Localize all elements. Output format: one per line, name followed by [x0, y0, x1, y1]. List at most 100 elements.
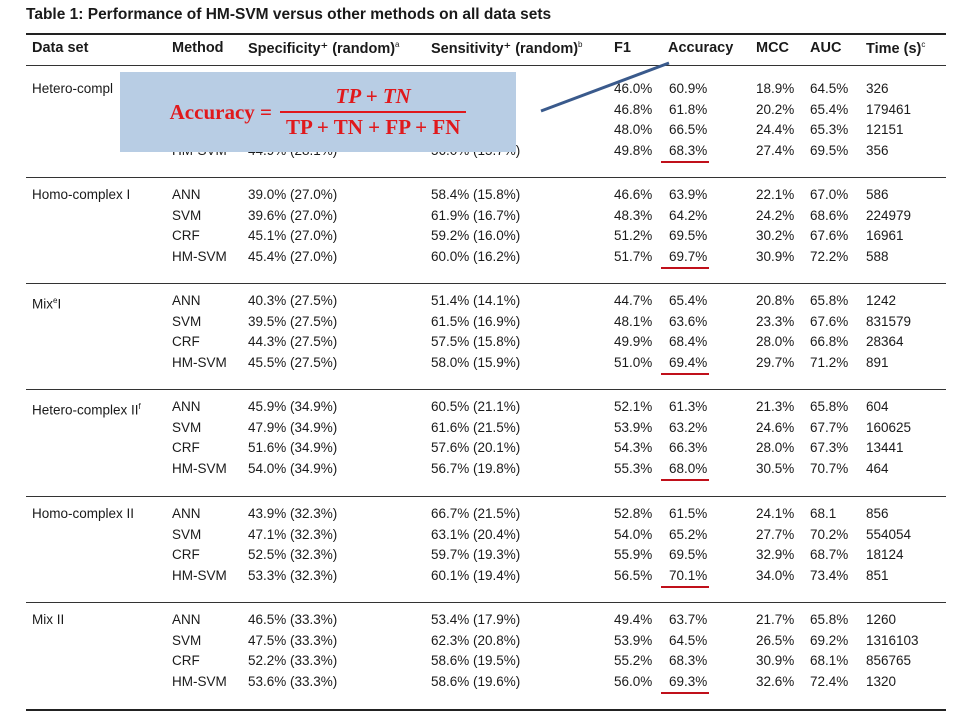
cell-specificity: 43.9% (32.3%)	[248, 506, 338, 521]
cell-accuracy: 64.2%	[669, 207, 708, 223]
cell-time: 13441	[866, 440, 904, 455]
cell-method: ANN	[172, 187, 201, 202]
cell-time: 831579	[866, 313, 912, 329]
cell-accuracy: 68.0%	[669, 460, 708, 476]
cell-accuracy: 61.3%	[669, 399, 708, 414]
dataset-name: Homo-complex I	[32, 186, 130, 203]
dataset-name-text: Homo-complex II	[32, 506, 135, 521]
cell-accuracy: 60.9%	[669, 81, 708, 96]
cell-sensitivity: 59.2% (16.0%)	[431, 228, 521, 243]
cell-time: 1260	[866, 612, 897, 627]
cell-mcc: 20.8%	[756, 293, 795, 308]
dataset-name-tail: I	[57, 296, 62, 312]
dataset-name: Hetero-compl	[32, 80, 113, 97]
cell-method: CRF	[172, 334, 200, 349]
cell-sensitivity: 57.5% (15.8%)	[431, 334, 521, 349]
cell-auc: 70.7%	[810, 460, 849, 476]
cell-auc: 67.0%	[810, 187, 849, 202]
dataset-name-sup: f	[138, 402, 141, 411]
bottom-rule	[26, 709, 946, 711]
cell-mcc: 27.4%	[756, 142, 795, 158]
cell-f1: 53.9%	[614, 419, 653, 435]
cell-specificity: 40.3% (27.5%)	[248, 293, 338, 308]
cell-f1: 49.9%	[614, 334, 653, 349]
cell-f1: 53.9%	[614, 632, 653, 648]
cell-time: 18124	[866, 547, 904, 562]
cell-sensitivity: 51.4% (14.1%)	[431, 293, 521, 308]
dataset-name-text: Hetero-complex II	[32, 402, 139, 418]
cell-sensitivity: 61.5% (16.9%)	[431, 313, 521, 329]
dataset-name-text: Mix	[32, 296, 53, 312]
cell-f1: 55.9%	[614, 547, 653, 562]
cell-time: 586	[866, 187, 889, 202]
cell-specificity: 39.5% (27.5%)	[248, 313, 338, 329]
table-title: Table 1: Performance of HM-SVM versus ot…	[26, 6, 552, 23]
accuracy-highlight-underline	[661, 266, 709, 269]
cell-accuracy: 63.7%	[669, 612, 708, 627]
accuracy-highlight-underline	[661, 372, 709, 375]
cell-mcc: 30.2%	[756, 228, 795, 243]
cell-auc: 68.1%	[810, 653, 849, 668]
cell-time: 326	[866, 81, 889, 96]
cell-method: HM-SVM	[172, 673, 227, 689]
header-sensitivity-text: Sensitivity⁺ (random)	[431, 40, 579, 57]
cell-time: 160625	[866, 419, 912, 435]
cell-accuracy: 64.5%	[669, 632, 708, 648]
cell-specificity: 39.6% (27.0%)	[248, 207, 338, 223]
cell-accuracy: 66.5%	[669, 122, 708, 137]
cell-method: HM-SVM	[172, 460, 227, 476]
cell-method: HM-SVM	[172, 567, 227, 583]
cell-method: ANN	[172, 612, 201, 627]
cell-time: 891	[866, 354, 889, 370]
cell-specificity: 52.5% (32.3%)	[248, 547, 338, 562]
header-method: Method	[172, 40, 224, 56]
cell-auc: 67.6%	[810, 228, 849, 243]
cell-auc: 65.8%	[810, 293, 849, 308]
cell-specificity: 51.6% (34.9%)	[248, 440, 338, 455]
cell-mcc: 27.7%	[756, 526, 795, 542]
cell-sensitivity: 60.0% (16.2%)	[431, 248, 521, 264]
group-separator	[26, 602, 946, 603]
accuracy-highlight-underline	[661, 478, 709, 481]
group-separator	[26, 389, 946, 390]
formula-denominator: TP + TN + FP + FN	[280, 111, 467, 140]
cell-method: ANN	[172, 399, 201, 414]
header-accuracy: Accuracy	[668, 40, 734, 56]
cell-auc: 69.5%	[810, 142, 849, 158]
cell-sensitivity: 66.7% (21.5%)	[431, 506, 521, 521]
cell-f1: 56.0%	[614, 673, 653, 689]
header-mcc: MCC	[756, 40, 790, 56]
dataset-name: Mix II	[32, 611, 64, 628]
cell-sensitivity: 60.5% (21.1%)	[431, 399, 521, 414]
cell-f1: 51.7%	[614, 248, 653, 264]
header-f1: F1	[614, 40, 631, 56]
cell-mcc: 28.0%	[756, 334, 795, 349]
cell-accuracy: 69.7%	[669, 248, 708, 264]
cell-specificity: 47.5% (33.3%)	[248, 632, 338, 648]
header-dataset: Data set	[32, 40, 89, 56]
cell-mcc: 24.1%	[756, 506, 795, 521]
formula-lhs: Accuracy =	[169, 99, 272, 124]
cell-time: 554054	[866, 526, 912, 542]
accuracy-highlight-underline	[661, 691, 709, 694]
cell-auc: 71.2%	[810, 354, 849, 370]
cell-auc: 65.8%	[810, 612, 849, 627]
cell-time: 28364	[866, 334, 904, 349]
dataset-name-text: Homo-complex I	[32, 187, 131, 202]
cell-mcc: 30.9%	[756, 248, 795, 264]
cell-mcc: 23.3%	[756, 313, 795, 329]
cell-sensitivity: 62.3% (20.8%)	[431, 632, 521, 648]
cell-specificity: 52.2% (33.3%)	[248, 653, 338, 668]
cell-accuracy: 66.3%	[669, 440, 708, 455]
cell-sensitivity: 58.6% (19.6%)	[431, 673, 521, 689]
cell-specificity: 53.3% (32.3%)	[248, 567, 338, 583]
dataset-name: Homo-complex II	[32, 505, 134, 522]
cell-accuracy: 61.5%	[669, 506, 708, 521]
cell-method: CRF	[172, 228, 200, 243]
cell-accuracy: 65.4%	[669, 293, 708, 308]
cell-mcc: 30.9%	[756, 653, 795, 668]
cell-specificity: 45.4% (27.0%)	[248, 248, 338, 264]
cell-time: 16961	[866, 228, 904, 243]
header-sensitivity-sup: b	[578, 40, 583, 49]
cell-mcc: 18.9%	[756, 81, 795, 96]
